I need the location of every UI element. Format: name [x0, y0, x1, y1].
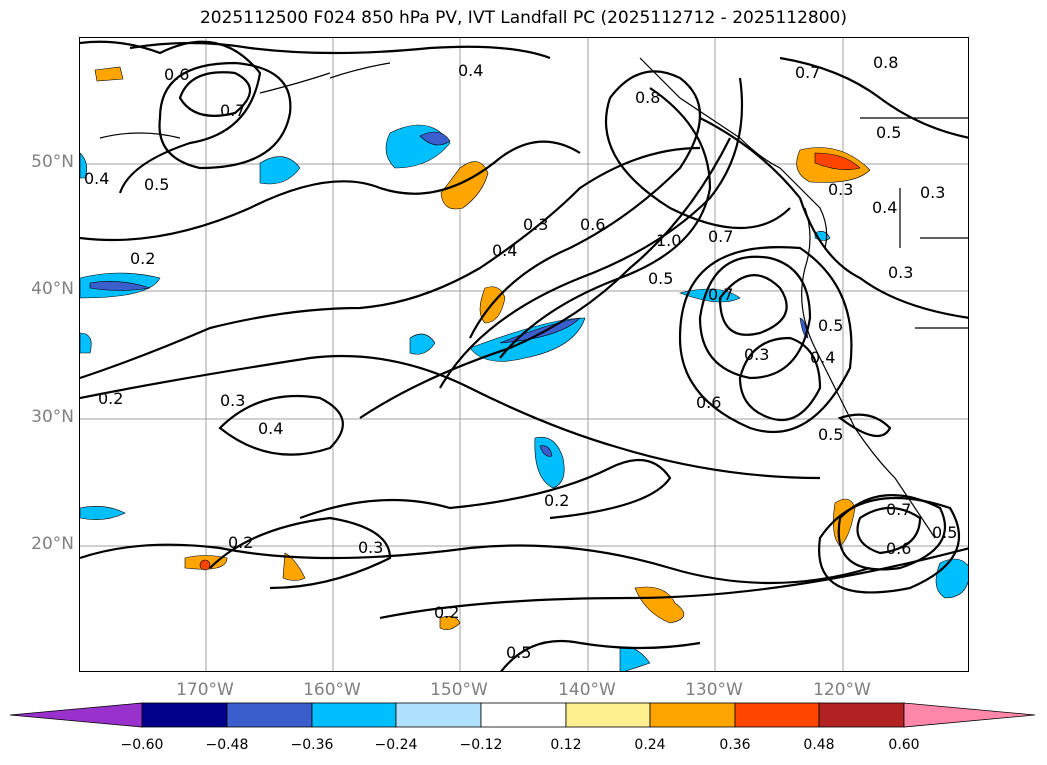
colorbar-tick: −0.12	[459, 737, 503, 753]
contour-label: 0.4	[84, 169, 109, 188]
contour-label: 0.4	[872, 198, 897, 217]
lat-label-20n: 20°N	[31, 534, 74, 554]
contour-label: 0.5	[932, 523, 957, 542]
lat-label-30n: 30°N	[31, 407, 74, 427]
lon-label-140w: 140°W	[558, 680, 616, 700]
contour-label: 0.5	[506, 643, 531, 662]
contour-label: 0.7	[708, 285, 733, 304]
contour-label: 0.6	[696, 393, 721, 412]
contour-label: 0.2	[98, 389, 123, 408]
colorbar-segment	[226, 702, 313, 728]
contour-label: 0.7	[886, 500, 911, 519]
contour-label: 0.3	[744, 345, 769, 364]
lat-label-50n: 50°N	[31, 152, 74, 172]
contour-label: 0.4	[492, 241, 517, 260]
colorbar-tick: −0.36	[290, 737, 334, 753]
colorbar-tick: −0.24	[374, 737, 418, 753]
contour-label: 0.7	[708, 227, 733, 246]
contour-label: 1.0	[656, 231, 681, 250]
contour-label: 0.6	[886, 539, 911, 558]
map-canvas: 0.6 0.7 0.4 0.5 0.4 0.8 0.7 0.8 0.5 0.3 …	[80, 38, 968, 671]
contour-label-group: 0.6 0.7 0.4 0.5 0.4 0.8 0.7 0.8 0.5 0.3 …	[84, 53, 957, 662]
contour-label: 0.8	[635, 88, 660, 107]
contour-label: 0.3	[358, 538, 383, 557]
colorbar-segment	[141, 702, 228, 728]
lon-label-120w: 120°W	[813, 680, 871, 700]
colorbar-tick: 0.12	[550, 737, 582, 753]
colorbar-tick: 0.48	[803, 737, 835, 753]
contour-label: 0.3	[828, 180, 853, 199]
contour-label: 0.8	[873, 53, 898, 72]
colorbar	[10, 702, 1036, 728]
colorbar-tick: 0.36	[719, 737, 751, 753]
pv-contours	[80, 40, 968, 671]
contour-label: 0.3	[523, 215, 548, 234]
lon-label-150w: 150°W	[430, 680, 488, 700]
contour-label: 0.6	[164, 65, 189, 84]
lon-label-160w: 160°W	[303, 680, 361, 700]
colorbar-segment	[10, 702, 143, 728]
contour-label: 0.5	[818, 425, 843, 444]
contour-label: 0.5	[876, 123, 901, 142]
contour-label: 0.3	[220, 391, 245, 410]
map-panel: 0.6 0.7 0.4 0.5 0.4 0.8 0.7 0.8 0.5 0.3 …	[79, 37, 969, 672]
contour-label: 0.3	[920, 183, 945, 202]
contour-label: 0.2	[434, 603, 459, 622]
contour-label: 0.5	[648, 269, 673, 288]
contour-label: 0.4	[810, 348, 835, 367]
colorbar-segment	[818, 702, 905, 728]
colorbar-segment	[395, 702, 482, 728]
pv-fill-areas	[80, 66, 968, 671]
colorbar-segment	[903, 702, 1036, 728]
contour-label: 0.7	[220, 101, 245, 120]
contour-label: 0.5	[818, 316, 843, 335]
coastlines	[99, 57, 968, 539]
map-title: 2025112500 F024 850 hPa PV, IVT Landfall…	[199, 8, 847, 28]
colorbar-segment	[311, 702, 397, 728]
colorbar-segment	[480, 702, 567, 728]
contour-label: 0.2	[544, 491, 569, 510]
colorbar-tick: 0.24	[634, 737, 666, 753]
colorbar-tick: −0.48	[205, 737, 249, 753]
lon-label-170w: 170°W	[176, 680, 234, 700]
colorbar-segment	[734, 702, 820, 728]
contour-label: 0.2	[228, 533, 253, 552]
colorbar-tick: −0.60	[120, 737, 164, 753]
colorbar-segment	[565, 702, 651, 728]
contour-label: 0.7	[795, 63, 820, 82]
contour-label: 0.4	[458, 61, 483, 80]
contour-label: 0.5	[144, 175, 169, 194]
lat-label-40n: 40°N	[31, 279, 74, 299]
colorbar-segment	[649, 702, 736, 728]
contour-label: 0.2	[130, 249, 155, 268]
lon-label-130w: 130°W	[685, 680, 743, 700]
contour-label: 0.6	[580, 215, 605, 234]
contour-label: 0.3	[888, 263, 913, 282]
contour-label: 0.4	[258, 419, 283, 438]
colorbar-tick: 0.60	[888, 737, 920, 753]
